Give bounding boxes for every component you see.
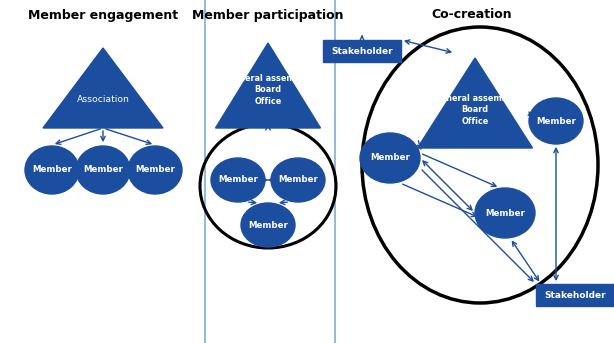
Ellipse shape (128, 146, 182, 194)
Bar (536, 284, 614, 306)
Text: Member: Member (83, 166, 123, 175)
Ellipse shape (241, 203, 295, 247)
Text: Member: Member (485, 209, 525, 217)
Ellipse shape (25, 146, 79, 194)
Text: General assembly
Board
Office: General assembly Board Office (227, 74, 309, 106)
Text: Co-creation: Co-creation (432, 9, 512, 22)
Text: Member: Member (135, 166, 175, 175)
Text: Member engagement: Member engagement (28, 9, 178, 22)
Polygon shape (418, 58, 532, 148)
Text: General assembly
Board
Office: General assembly Board Office (434, 94, 516, 126)
Ellipse shape (211, 158, 265, 202)
Text: Member: Member (370, 154, 410, 163)
Text: Member: Member (32, 166, 72, 175)
Text: Stakeholder: Stakeholder (544, 291, 606, 299)
Text: Member: Member (218, 176, 258, 185)
Bar (323, 40, 401, 62)
Ellipse shape (529, 98, 583, 144)
Ellipse shape (76, 146, 130, 194)
Text: Member: Member (536, 117, 576, 126)
Text: Stakeholder: Stakeholder (331, 47, 393, 56)
Polygon shape (43, 48, 163, 128)
Ellipse shape (271, 158, 325, 202)
Text: Association: Association (77, 95, 130, 105)
Ellipse shape (475, 188, 535, 238)
Polygon shape (216, 43, 321, 128)
Text: Member: Member (248, 221, 288, 229)
Ellipse shape (360, 133, 420, 183)
Text: Member participation: Member participation (192, 9, 344, 22)
Text: Member: Member (278, 176, 318, 185)
